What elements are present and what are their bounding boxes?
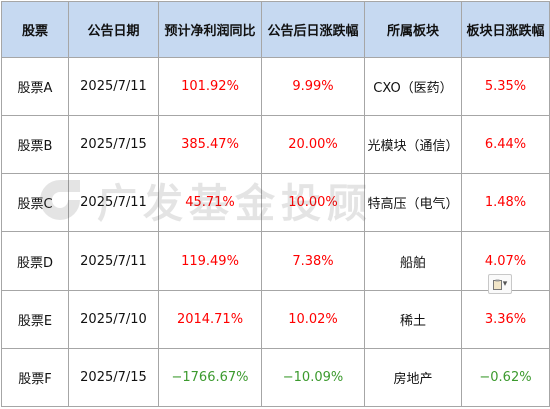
- cell-sector-change[interactable]: 3.36%: [461, 289, 550, 349]
- cell-date[interactable]: 2025/7/11: [68, 173, 159, 233]
- cell-profit-yoy[interactable]: 2014.71%: [158, 289, 262, 349]
- cell-sector-change[interactable]: 1.48%: [461, 173, 550, 233]
- cell-date[interactable]: 2025/7/15: [68, 347, 159, 408]
- paste-options-button[interactable]: ▾: [488, 274, 512, 294]
- cell-stock[interactable]: 股票E: [1, 289, 69, 349]
- cell-sector-change[interactable]: 5.35%: [461, 56, 550, 117]
- header-stock[interactable]: 股票: [1, 1, 69, 58]
- table-row: 股票E 2025/7/10 2014.71% 10.02% 稀土 3.36%: [1, 289, 550, 349]
- table-row: 股票D 2025/7/11 119.49% 7.38% 船舶 4.07%: [1, 231, 550, 291]
- header-post-change[interactable]: 公告后日涨跌幅: [261, 1, 365, 58]
- cell-stock[interactable]: 股票C: [1, 173, 69, 233]
- cell-post-change[interactable]: 20.00%: [261, 115, 365, 175]
- cell-sector[interactable]: 船舶: [364, 231, 462, 291]
- cell-date[interactable]: 2025/7/11: [68, 56, 159, 117]
- table-row: 股票A 2025/7/11 101.92% 9.99% CXO（医药） 5.35…: [1, 56, 550, 117]
- cell-sector[interactable]: 房地产: [364, 347, 462, 408]
- cell-stock[interactable]: 股票D: [1, 231, 69, 291]
- cell-stock[interactable]: 股票B: [1, 115, 69, 175]
- cell-sector-change[interactable]: 6.44%: [461, 115, 550, 175]
- cell-date[interactable]: 2025/7/10: [68, 289, 159, 349]
- cell-sector[interactable]: 特高压（电气）: [364, 173, 462, 233]
- header-date[interactable]: 公告日期: [68, 1, 159, 58]
- cell-profit-yoy[interactable]: 45.71%: [158, 173, 262, 233]
- table-row: 股票F 2025/7/15 −1766.67% −10.09% 房地产 −0.6…: [1, 347, 550, 408]
- cell-profit-yoy[interactable]: 119.49%: [158, 231, 262, 291]
- cell-profit-yoy[interactable]: 101.92%: [158, 56, 262, 117]
- cell-stock[interactable]: 股票F: [1, 347, 69, 408]
- cell-post-change[interactable]: 10.02%: [261, 289, 365, 349]
- cell-post-change[interactable]: 9.99%: [261, 56, 365, 117]
- header-sector-change[interactable]: 板块日涨跌幅: [461, 1, 550, 58]
- cell-date[interactable]: 2025/7/11: [68, 231, 159, 291]
- cell-sector[interactable]: 光模块（通信）: [364, 115, 462, 175]
- cell-stock[interactable]: 股票A: [1, 56, 69, 117]
- clipboard-icon: [492, 279, 502, 290]
- chevron-down-icon: ▾: [502, 279, 508, 289]
- header-sector[interactable]: 所属板块: [364, 1, 462, 58]
- table-row: 股票C 2025/7/11 45.71% 10.00% 特高压（电气） 1.48…: [1, 173, 550, 233]
- cell-post-change[interactable]: 10.00%: [261, 173, 365, 233]
- table-header-row: 股票 公告日期 预计净利润同比 公告后日涨跌幅 所属板块 板块日涨跌幅: [1, 1, 550, 58]
- cell-sector-change[interactable]: −0.62%: [461, 347, 550, 408]
- cell-profit-yoy[interactable]: 385.47%: [158, 115, 262, 175]
- cell-sector[interactable]: CXO（医药）: [364, 56, 462, 117]
- table-row: 股票B 2025/7/15 385.47% 20.00% 光模块（通信） 6.4…: [1, 115, 550, 175]
- header-profit-yoy[interactable]: 预计净利润同比: [158, 1, 262, 58]
- cell-profit-yoy[interactable]: −1766.67%: [158, 347, 262, 408]
- cell-date[interactable]: 2025/7/15: [68, 115, 159, 175]
- cell-post-change[interactable]: 7.38%: [261, 231, 365, 291]
- cell-sector[interactable]: 稀土: [364, 289, 462, 349]
- cell-post-change[interactable]: −10.09%: [261, 347, 365, 408]
